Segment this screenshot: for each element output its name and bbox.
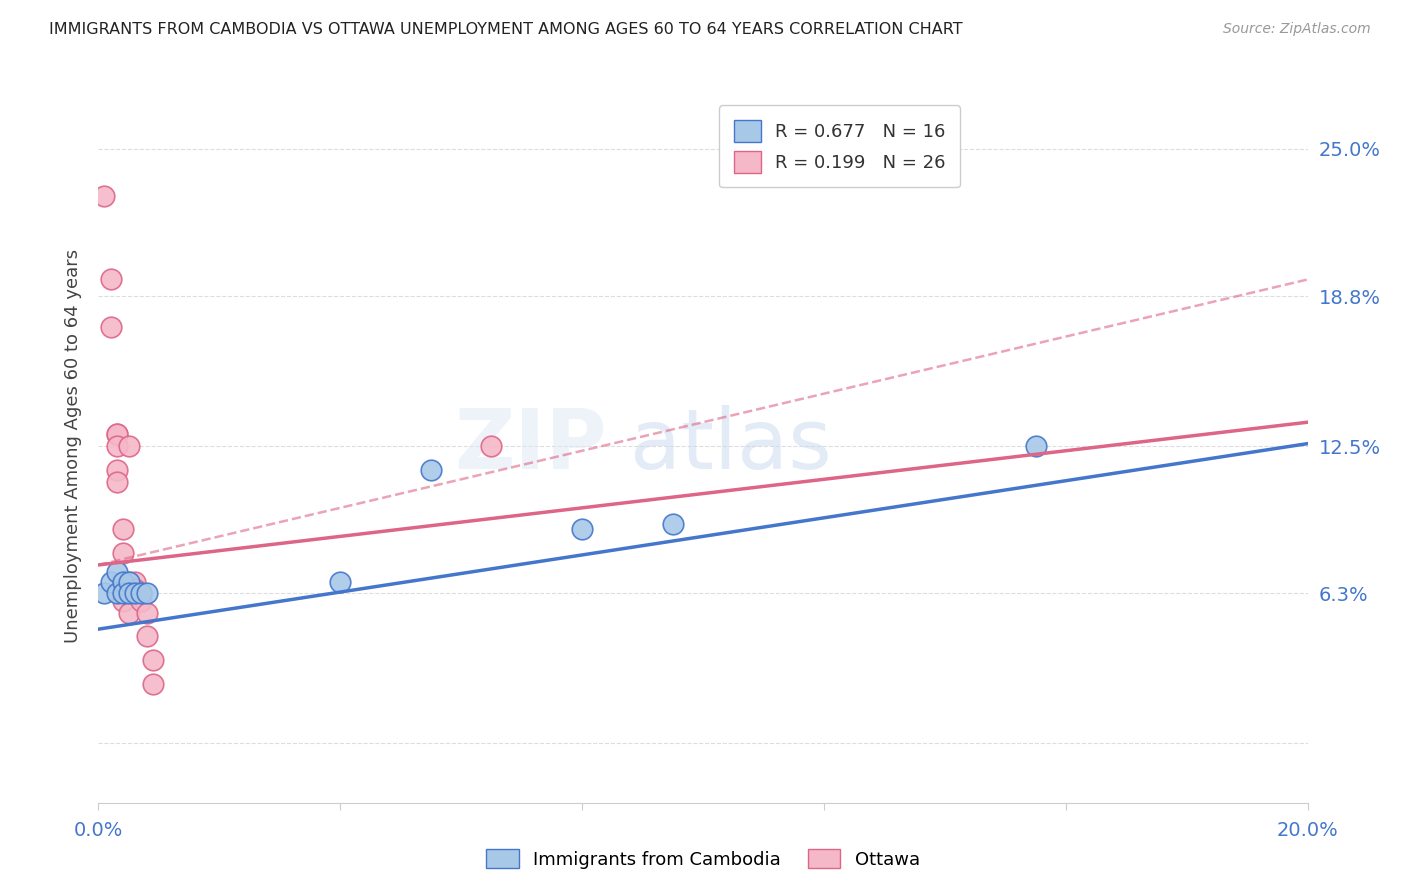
Point	[124, 582, 146, 596]
Point	[329, 574, 352, 589]
Legend: Immigrants from Cambodia, Ottawa: Immigrants from Cambodia, Ottawa	[479, 842, 927, 876]
Point	[105, 439, 128, 453]
Point	[661, 517, 683, 532]
Point	[111, 574, 134, 589]
Point	[105, 586, 128, 600]
Point	[100, 320, 122, 334]
Point	[93, 189, 115, 203]
Point	[105, 475, 128, 489]
Text: Source: ZipAtlas.com: Source: ZipAtlas.com	[1223, 22, 1371, 37]
Point	[571, 522, 593, 536]
Point	[93, 586, 115, 600]
Point	[105, 565, 128, 579]
Point	[124, 574, 146, 589]
Point	[118, 574, 141, 589]
Text: atlas: atlas	[630, 406, 832, 486]
Text: ZIP: ZIP	[454, 406, 606, 486]
Point	[111, 586, 134, 600]
Text: IMMIGRANTS FROM CAMBODIA VS OTTAWA UNEMPLOYMENT AMONG AGES 60 TO 64 YEARS CORREL: IMMIGRANTS FROM CAMBODIA VS OTTAWA UNEMP…	[49, 22, 963, 37]
Point	[142, 677, 165, 691]
Point	[118, 439, 141, 453]
Point	[111, 582, 134, 596]
Point	[135, 606, 157, 620]
Point	[118, 586, 141, 600]
Point	[111, 546, 134, 560]
Point	[124, 586, 146, 600]
Point	[111, 593, 134, 607]
Y-axis label: Unemployment Among Ages 60 to 64 years: Unemployment Among Ages 60 to 64 years	[63, 249, 82, 643]
Point	[135, 629, 157, 643]
Point	[142, 653, 165, 667]
Point	[129, 593, 152, 607]
Point	[105, 427, 128, 442]
Point	[118, 606, 141, 620]
Point	[1024, 439, 1046, 453]
Point	[129, 586, 152, 600]
Point	[111, 574, 134, 589]
Point	[481, 439, 503, 453]
Point	[129, 586, 152, 600]
Legend: R = 0.677   N = 16, R = 0.199   N = 26: R = 0.677 N = 16, R = 0.199 N = 26	[718, 105, 960, 187]
Point	[420, 463, 443, 477]
Point	[118, 586, 141, 600]
Point	[105, 427, 128, 442]
Point	[100, 272, 122, 286]
Point	[118, 574, 141, 589]
Point	[100, 574, 122, 589]
Point	[135, 586, 157, 600]
Point	[111, 522, 134, 536]
Point	[105, 463, 128, 477]
